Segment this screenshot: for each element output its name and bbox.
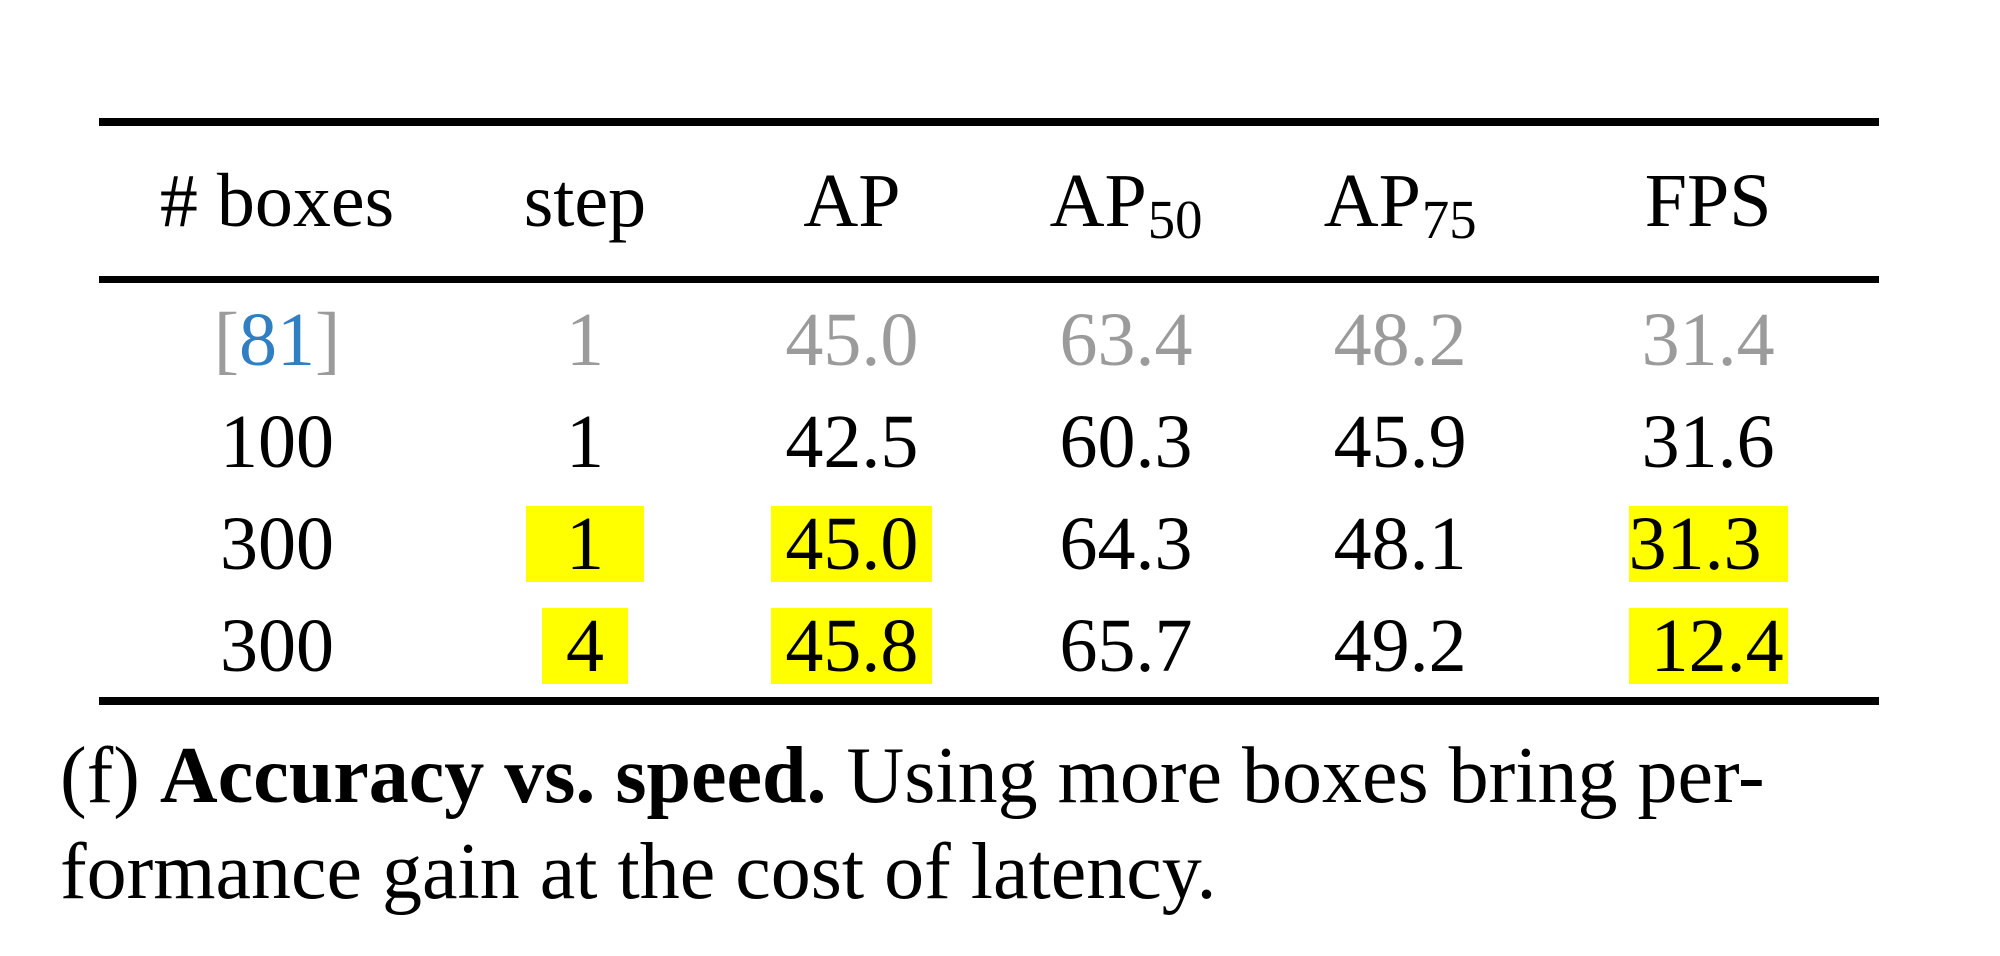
cell-ap50: 60.3 bbox=[1059, 400, 1193, 484]
cell-boxes: 100 bbox=[220, 400, 334, 484]
citation-close-bracket: ] bbox=[315, 298, 341, 382]
cell-ap50: 65.7 bbox=[1059, 604, 1193, 688]
table-header-rule bbox=[99, 276, 1879, 283]
highlighted-fps: 12.4 bbox=[1628, 608, 1788, 684]
cell-ap50: 64.3 bbox=[1059, 502, 1193, 586]
results-table-body: [81] 1 45.0 63.4 48.2 31.4 100 1 42.5 60… bbox=[99, 283, 1879, 697]
table-header-row: # boxes step AP AP50 AP75 FPS bbox=[99, 126, 1879, 276]
header-boxes: # boxes bbox=[159, 159, 395, 243]
highlighted-step: 1 bbox=[525, 506, 644, 582]
highlighted-ap: 45.8 bbox=[771, 608, 933, 684]
cell-ap75: 49.2 bbox=[1333, 604, 1467, 688]
header-fps: FPS bbox=[1644, 159, 1772, 243]
header-ap75-subscript: 75 bbox=[1421, 189, 1477, 251]
header-ap: AP bbox=[803, 159, 901, 243]
cell-fps: 31.6 bbox=[1641, 400, 1775, 484]
citation-open-bracket: [ bbox=[213, 298, 239, 382]
header-ap50-subscript: 50 bbox=[1147, 189, 1203, 251]
results-table: # boxes step AP AP50 AP75 FPS bbox=[99, 126, 1879, 276]
header-step: step bbox=[523, 159, 647, 243]
cell-boxes-citation: [81] bbox=[99, 283, 455, 391]
cell-boxes: 300 bbox=[220, 502, 334, 586]
cell-ap: 45.0 bbox=[785, 298, 919, 382]
highlighted-step: 4 bbox=[541, 608, 628, 684]
cell-ap75: 48.2 bbox=[1333, 298, 1467, 382]
table-bottom-rule bbox=[99, 697, 1879, 705]
table-row: 300 4 45.8 65.7 49.2 12.4 bbox=[99, 595, 1879, 697]
table-top-rule bbox=[99, 118, 1879, 126]
caption-bold-title: Accuracy vs. speed. bbox=[159, 732, 827, 820]
cell-ap50: 63.4 bbox=[1059, 298, 1193, 382]
citation-link[interactable]: 81 bbox=[239, 298, 315, 382]
header-ap50-base: AP bbox=[1049, 159, 1147, 243]
header-ap50: AP50 bbox=[989, 126, 1263, 276]
cell-boxes: 300 bbox=[220, 604, 334, 688]
table-caption: (f) Accuracy vs. speed. Using more boxes… bbox=[60, 728, 1940, 920]
cell-ap: 42.5 bbox=[785, 400, 919, 484]
cell-ap75: 48.1 bbox=[1333, 502, 1467, 586]
highlighted-ap: 45.0 bbox=[771, 506, 933, 582]
table-row-reference: [81] 1 45.0 63.4 48.2 31.4 bbox=[99, 283, 1879, 391]
cell-fps: 12.4 bbox=[1537, 595, 1879, 697]
cell-step: 1 bbox=[455, 493, 715, 595]
cell-fps: 31.3 bbox=[1537, 493, 1879, 595]
cell-ap: 45.0 bbox=[715, 493, 989, 595]
cell-step: 1 bbox=[565, 298, 604, 382]
cell-step: 4 bbox=[455, 595, 715, 697]
caption-text: Using more boxes bring per-formance gain… bbox=[60, 732, 1765, 916]
table-row: 300 1 45.0 64.3 48.1 31.3 bbox=[99, 493, 1879, 595]
results-table-container: # boxes step AP AP50 AP75 FPS [81] 1 45.… bbox=[99, 118, 1879, 705]
caption-label: (f) bbox=[60, 732, 140, 820]
cell-ap: 45.8 bbox=[715, 595, 989, 697]
header-ap75: AP75 bbox=[1263, 126, 1537, 276]
cell-fps: 31.4 bbox=[1641, 298, 1775, 382]
header-ap75-base: AP bbox=[1323, 159, 1421, 243]
cell-step: 1 bbox=[565, 400, 604, 484]
table-row: 100 1 42.5 60.3 45.9 31.6 bbox=[99, 391, 1879, 493]
highlighted-fps: 31.3 bbox=[1628, 506, 1788, 582]
cell-ap75: 45.9 bbox=[1333, 400, 1467, 484]
